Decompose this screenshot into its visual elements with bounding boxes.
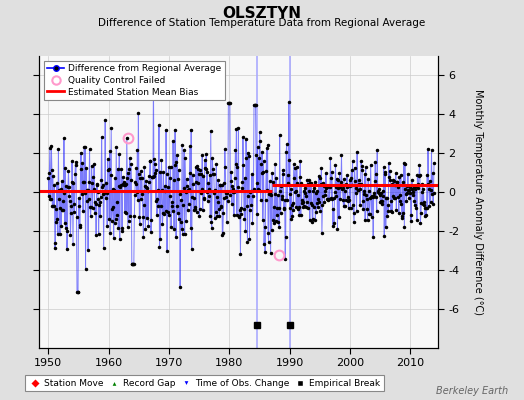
Legend: Station Move, Record Gap, Time of Obs. Change, Empirical Break: Station Move, Record Gap, Time of Obs. C… [26,375,384,392]
Text: Difference of Station Temperature Data from Regional Average: Difference of Station Temperature Data f… [99,18,425,28]
Y-axis label: Monthly Temperature Anomaly Difference (°C): Monthly Temperature Anomaly Difference (… [473,89,483,315]
Text: OLSZTYN: OLSZTYN [223,6,301,21]
Legend: Difference from Regional Average, Quality Control Failed, Estimated Station Mean: Difference from Regional Average, Qualit… [44,60,225,100]
Text: Berkeley Earth: Berkeley Earth [436,386,508,396]
